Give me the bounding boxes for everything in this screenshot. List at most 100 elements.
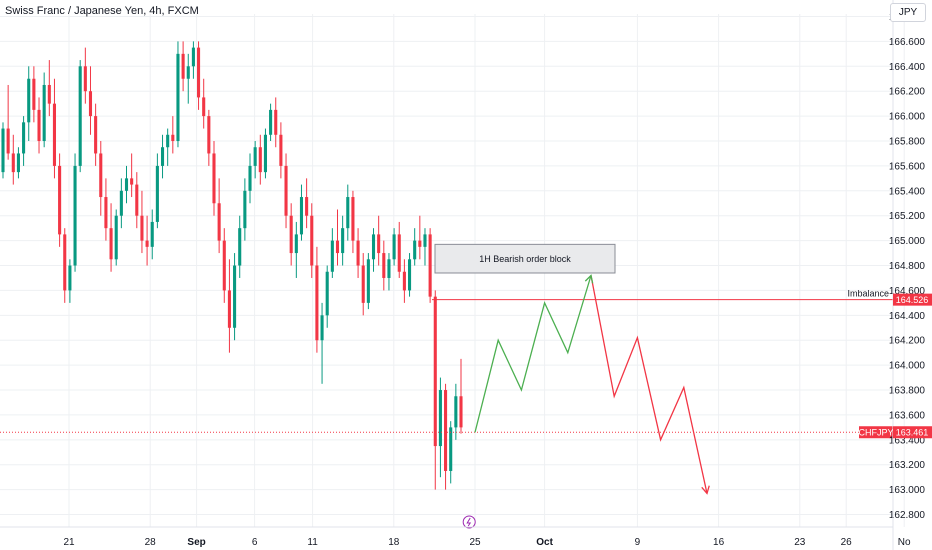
candle [186,53,190,104]
candle [150,209,154,260]
candle [135,172,139,229]
candle [227,259,231,353]
projection-down-arrowhead [701,485,710,495]
candle-body [135,184,139,216]
price-tick-label: 166.400 [889,62,926,73]
candle-body [258,147,262,173]
candle-body [366,259,370,303]
candle [299,184,304,241]
candle-body [222,240,226,291]
candle-body [145,240,149,247]
event-marker-icon [462,515,476,529]
candle-body [387,259,391,278]
candle-body [325,271,329,316]
bearish-order-block-box [434,243,616,274]
candle-body [130,178,134,185]
candle-body [253,147,257,166]
candle [160,134,165,179]
candle-body [361,265,365,303]
price-tick-label: 165.200 [889,211,926,222]
candle [63,228,67,303]
candle [454,383,458,440]
time-axis[interactable]: 21 28 Sep 6 11 18 25 Oct 9 16 23 26 No [0,526,911,548]
candle-body [11,153,15,173]
candle-body [320,315,324,341]
candle-body [22,122,26,154]
candle-body [104,197,108,229]
candle [88,66,93,135]
candle [114,209,118,266]
candle [109,203,113,272]
candle [402,259,406,303]
candle [155,153,159,229]
candle-body [114,215,118,260]
candle-body [289,215,293,254]
candle [181,41,185,92]
candle [222,228,226,303]
candle-body [83,66,87,92]
candle [233,253,237,341]
candlestick-series [1,41,463,490]
candle [202,78,206,129]
currency-button[interactable]: JPY [890,3,926,22]
price-tick-label: 163.800 [889,386,926,397]
candle [279,122,283,179]
candle [418,215,422,260]
price-tick-label: 165.800 [889,137,926,148]
candle-body [346,197,350,229]
candle [284,153,288,229]
candle-body [109,228,113,260]
time-tick-label: 9 [635,537,641,548]
candle [263,128,267,179]
time-tick-label: 11 [307,537,318,548]
candle [274,97,278,148]
time-tick-label: 26 [841,537,853,548]
candle [325,265,329,328]
candle-body [438,390,442,447]
candle-body [315,265,319,341]
candle [382,240,386,291]
candle-body [78,66,82,166]
candle [366,253,370,310]
candle [310,203,314,278]
candle [335,209,340,266]
candle-body [238,228,242,266]
candle [351,190,355,254]
candle-body [202,97,206,117]
candle-body [428,234,432,297]
candle-body [279,134,283,166]
candle [407,253,412,297]
price-tick-label: 164.000 [889,361,926,372]
order-block-label: 1H Bearish order block [479,254,571,264]
candle [253,141,257,179]
candle [212,141,216,216]
candle-body [233,265,237,328]
candle [258,134,262,185]
projection-up-path [474,275,592,433]
candle-body [274,109,278,135]
candle [16,147,20,179]
candle-body [197,47,201,98]
chart-annotations: 1H Bearish order block Imbalance CHFJPY [0,243,894,529]
candle [315,246,319,353]
price-axis[interactable]: 166.800166.600166.400166.200166.000165.8… [889,0,932,550]
candle-body [382,253,386,278]
candle [37,97,41,154]
price-tick-label: 164.800 [889,261,926,272]
candle [6,84,10,160]
candle-body [176,53,180,142]
candle-body [423,234,427,247]
candle-body [94,116,98,154]
price-tick-label: 163.400 [889,435,926,446]
candle [68,259,72,303]
candle-body [444,390,448,471]
symbol-tag [859,426,893,439]
candle [243,178,247,241]
candle [217,178,221,254]
candle-body [207,116,211,154]
candle-body [413,240,417,260]
candle [32,66,36,123]
candle-body [335,240,340,254]
candle-body [140,215,144,241]
